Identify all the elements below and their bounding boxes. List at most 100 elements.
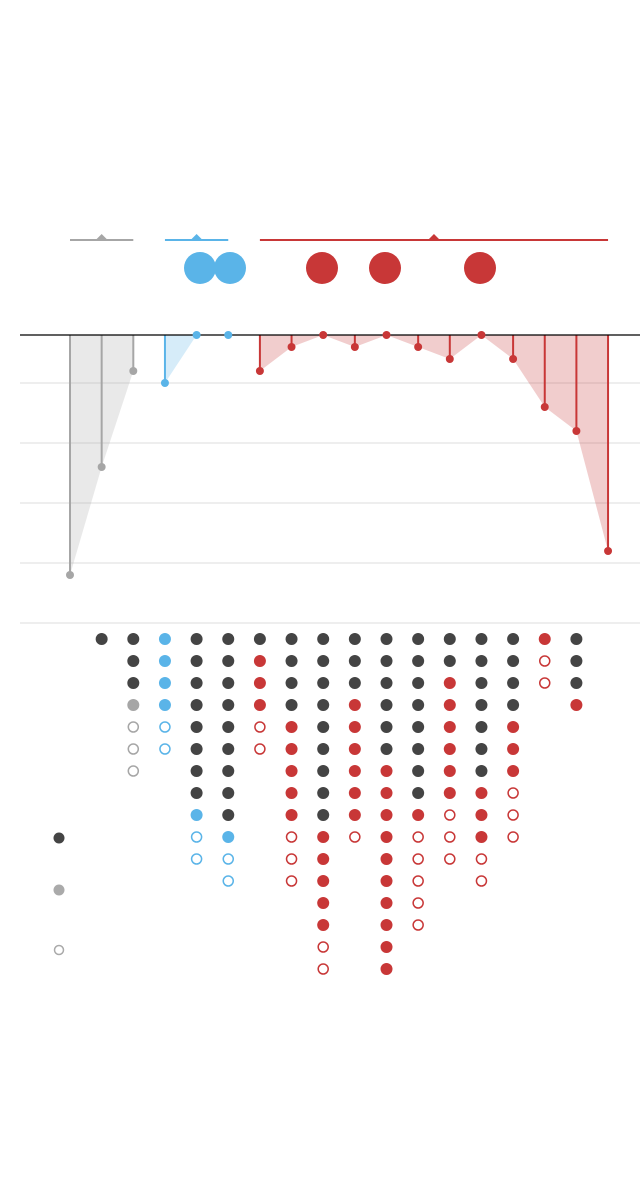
dot-open xyxy=(507,787,519,799)
dot-dark xyxy=(317,633,330,645)
dot-open xyxy=(539,677,551,689)
dot-filled xyxy=(317,853,330,865)
dot-open xyxy=(254,743,266,755)
dot-filled xyxy=(348,743,361,755)
legend-dot xyxy=(53,944,65,956)
point xyxy=(445,355,454,363)
dot-dark xyxy=(190,765,203,777)
dot-filled xyxy=(348,721,361,733)
dot-dark xyxy=(412,677,425,689)
dot-dark xyxy=(317,677,330,689)
dot-open xyxy=(475,875,488,887)
marker xyxy=(306,252,338,284)
dot-open xyxy=(412,897,424,909)
dot-open xyxy=(444,831,456,843)
dot-dark xyxy=(507,655,520,667)
points xyxy=(66,331,613,579)
area xyxy=(164,335,229,383)
dot-open xyxy=(444,809,456,821)
dot-open xyxy=(444,853,456,865)
dot-open xyxy=(190,853,203,865)
dot-filled xyxy=(380,787,393,799)
point xyxy=(477,331,486,339)
dot-dark xyxy=(570,677,583,689)
marker xyxy=(464,252,496,284)
dot-dark xyxy=(190,633,203,645)
dot-filled xyxy=(507,743,520,755)
dot-dark xyxy=(475,655,488,667)
dot-open xyxy=(317,941,329,953)
dot-dark xyxy=(222,765,235,777)
dot-dark xyxy=(380,743,393,755)
dot-filled xyxy=(285,765,298,777)
legend-dot xyxy=(53,832,65,844)
dot-filled xyxy=(285,787,298,799)
dot-filled xyxy=(475,787,488,799)
marker xyxy=(369,252,401,284)
dot-open xyxy=(285,831,298,843)
dot-dark xyxy=(222,633,235,645)
dot-dark xyxy=(317,765,330,777)
dot-dark xyxy=(127,633,140,645)
dot-filled xyxy=(380,853,393,865)
dot-open xyxy=(190,831,203,843)
marker xyxy=(184,252,216,284)
dot-dark xyxy=(190,677,203,689)
dot-filled xyxy=(475,831,488,843)
dot-filled xyxy=(348,787,361,799)
legend-dot xyxy=(53,884,65,896)
dot-filled xyxy=(190,809,203,821)
dot-filled xyxy=(317,897,330,909)
dot-dark xyxy=(317,743,330,755)
dot-dark xyxy=(475,677,488,689)
dot-open xyxy=(159,743,171,755)
dot-filled xyxy=(380,941,393,953)
dot-filled xyxy=(158,677,171,689)
dot-dark xyxy=(253,633,266,645)
dot-open xyxy=(285,875,298,887)
dot-filled xyxy=(507,765,520,777)
areas xyxy=(70,335,609,575)
dot-filled xyxy=(380,919,393,931)
dot-open xyxy=(222,853,234,865)
dot-dark xyxy=(222,809,235,821)
dot-filled xyxy=(317,831,330,843)
dot-dark xyxy=(412,787,425,799)
dot-filled xyxy=(348,765,361,777)
dot-filled xyxy=(127,699,140,711)
dot-filled xyxy=(317,875,330,887)
dot-open xyxy=(412,831,424,843)
dot-dark xyxy=(222,677,235,689)
dot-filled xyxy=(412,809,425,821)
dot-filled xyxy=(443,743,456,755)
dot-dark xyxy=(380,655,393,667)
dot-open xyxy=(222,875,234,887)
point xyxy=(129,367,138,375)
dot-filled xyxy=(570,699,583,711)
dot-dark xyxy=(222,743,235,755)
dot-dark xyxy=(380,699,393,711)
dot-dark xyxy=(348,655,361,667)
dot-dark xyxy=(317,655,330,667)
dot-dark xyxy=(95,633,108,645)
dot-filled xyxy=(285,743,298,755)
dot-dark xyxy=(285,699,298,711)
dot-open xyxy=(412,853,424,865)
dot-open xyxy=(507,831,519,843)
dot-open xyxy=(539,655,551,667)
dot-dark xyxy=(380,633,393,645)
point xyxy=(414,343,423,351)
point xyxy=(509,355,518,363)
dot-open xyxy=(127,743,140,755)
point xyxy=(350,343,359,351)
dot-filled xyxy=(443,787,456,799)
dot-dark xyxy=(380,677,393,689)
dot-filled xyxy=(158,699,171,711)
dot-dark xyxy=(507,699,520,711)
dot-filled xyxy=(380,831,393,843)
dot-dark xyxy=(412,721,425,733)
point xyxy=(255,367,264,375)
dot-dark xyxy=(127,677,140,689)
dot-dark xyxy=(285,677,298,689)
